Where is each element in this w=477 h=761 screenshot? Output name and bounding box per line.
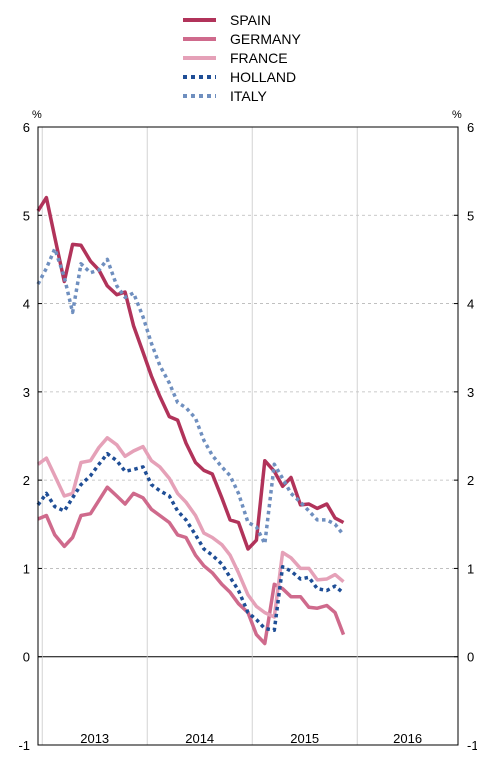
- y-tick-label-right: 6: [467, 120, 474, 135]
- plot-frame: [37, 126, 459, 746]
- y-tick-label-left: 6: [23, 120, 30, 135]
- y-tick-label-left: -1: [18, 738, 30, 753]
- y-tick-label-left: 4: [23, 297, 30, 312]
- x-tick-label: 2015: [290, 731, 319, 746]
- legend-label-spain: SPAIN: [230, 12, 271, 28]
- x-tick-label: 2013: [80, 731, 109, 746]
- y-tick-label-left: 5: [23, 208, 30, 223]
- series-line-italy: [36, 247, 345, 546]
- series-lines: [36, 195, 346, 646]
- y-tick-label-right: -1: [467, 738, 477, 753]
- legend-label-france: FRANCE: [230, 50, 288, 66]
- series-line-spain: [36, 195, 345, 551]
- x-tick-label: 2016: [393, 731, 422, 746]
- y-tick-label-right: 0: [467, 650, 474, 665]
- y-tick-label-right: 5: [467, 208, 474, 223]
- y-tick-label-left: 3: [23, 385, 30, 400]
- series-line-germany: [37, 485, 346, 646]
- legend: SPAIN GERMANY FRANCE HOLLAND ITALY: [183, 12, 301, 104]
- left-axis-unit: %: [32, 109, 42, 121]
- y-tick-label-right: 2: [467, 473, 474, 488]
- series-line-france: [36, 436, 345, 619]
- x-tick-label: 2014: [185, 731, 214, 746]
- y-tick-label-left: 2: [23, 473, 30, 488]
- y-tick-label-right: 4: [467, 297, 474, 312]
- y-tick-label-right: 1: [467, 561, 474, 576]
- x-axis-labels: 2013 2014 2015 2016: [80, 731, 422, 746]
- legend-label-italy: ITALY: [230, 88, 267, 104]
- legend-label-holland: HOLLAND: [230, 69, 296, 85]
- y-axis-ticks: -1 -1 0 0 1 1 2 2 3 3 4 4 5 5 6 6: [18, 120, 477, 753]
- y-tick-label-left: 0: [23, 650, 30, 665]
- y-tick-label-right: 3: [467, 385, 474, 400]
- gridlines: [38, 127, 458, 745]
- right-axis-unit: %: [452, 109, 462, 121]
- legend-label-germany: GERMANY: [230, 31, 301, 47]
- y-tick-label-left: 1: [23, 561, 30, 576]
